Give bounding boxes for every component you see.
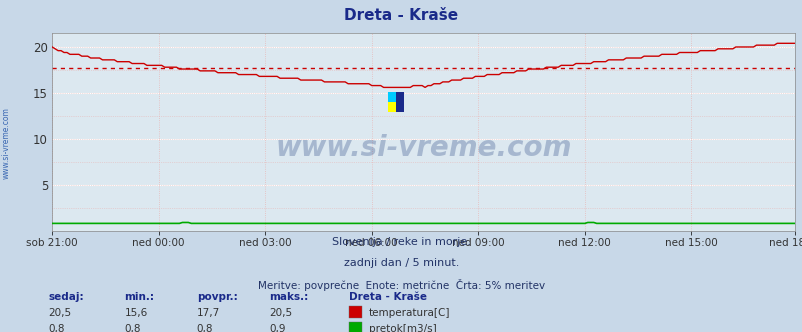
Text: 0,8: 0,8 <box>48 324 65 332</box>
Text: 0,9: 0,9 <box>269 324 286 332</box>
Text: www.si-vreme.com: www.si-vreme.com <box>275 134 571 162</box>
Text: maks.:: maks.: <box>269 292 308 302</box>
Text: Slovenija / reke in morje.: Slovenija / reke in morje. <box>332 237 470 247</box>
Text: 17,7: 17,7 <box>196 308 220 318</box>
Text: sedaj:: sedaj: <box>48 292 83 302</box>
Text: zadnji dan / 5 minut.: zadnji dan / 5 minut. <box>343 258 459 268</box>
Text: min.:: min.: <box>124 292 154 302</box>
Bar <box>387 92 395 102</box>
Bar <box>395 93 403 112</box>
Text: Dreta - Kraše: Dreta - Kraše <box>349 292 427 302</box>
Bar <box>387 102 395 112</box>
Text: 15,6: 15,6 <box>124 308 148 318</box>
Text: pretok[m3/s]: pretok[m3/s] <box>368 324 435 332</box>
Text: temperatura[C]: temperatura[C] <box>368 308 449 318</box>
Text: Meritve: povprečne  Enote: metrične  Črta: 5% meritev: Meritve: povprečne Enote: metrične Črta:… <box>257 279 545 290</box>
Text: povpr.:: povpr.: <box>196 292 237 302</box>
Text: www.si-vreme.com: www.si-vreme.com <box>2 107 11 179</box>
Text: Dreta - Kraše: Dreta - Kraše <box>344 8 458 23</box>
Text: 20,5: 20,5 <box>48 308 71 318</box>
Text: 0,8: 0,8 <box>196 324 213 332</box>
Text: 20,5: 20,5 <box>269 308 292 318</box>
Text: 0,8: 0,8 <box>124 324 141 332</box>
